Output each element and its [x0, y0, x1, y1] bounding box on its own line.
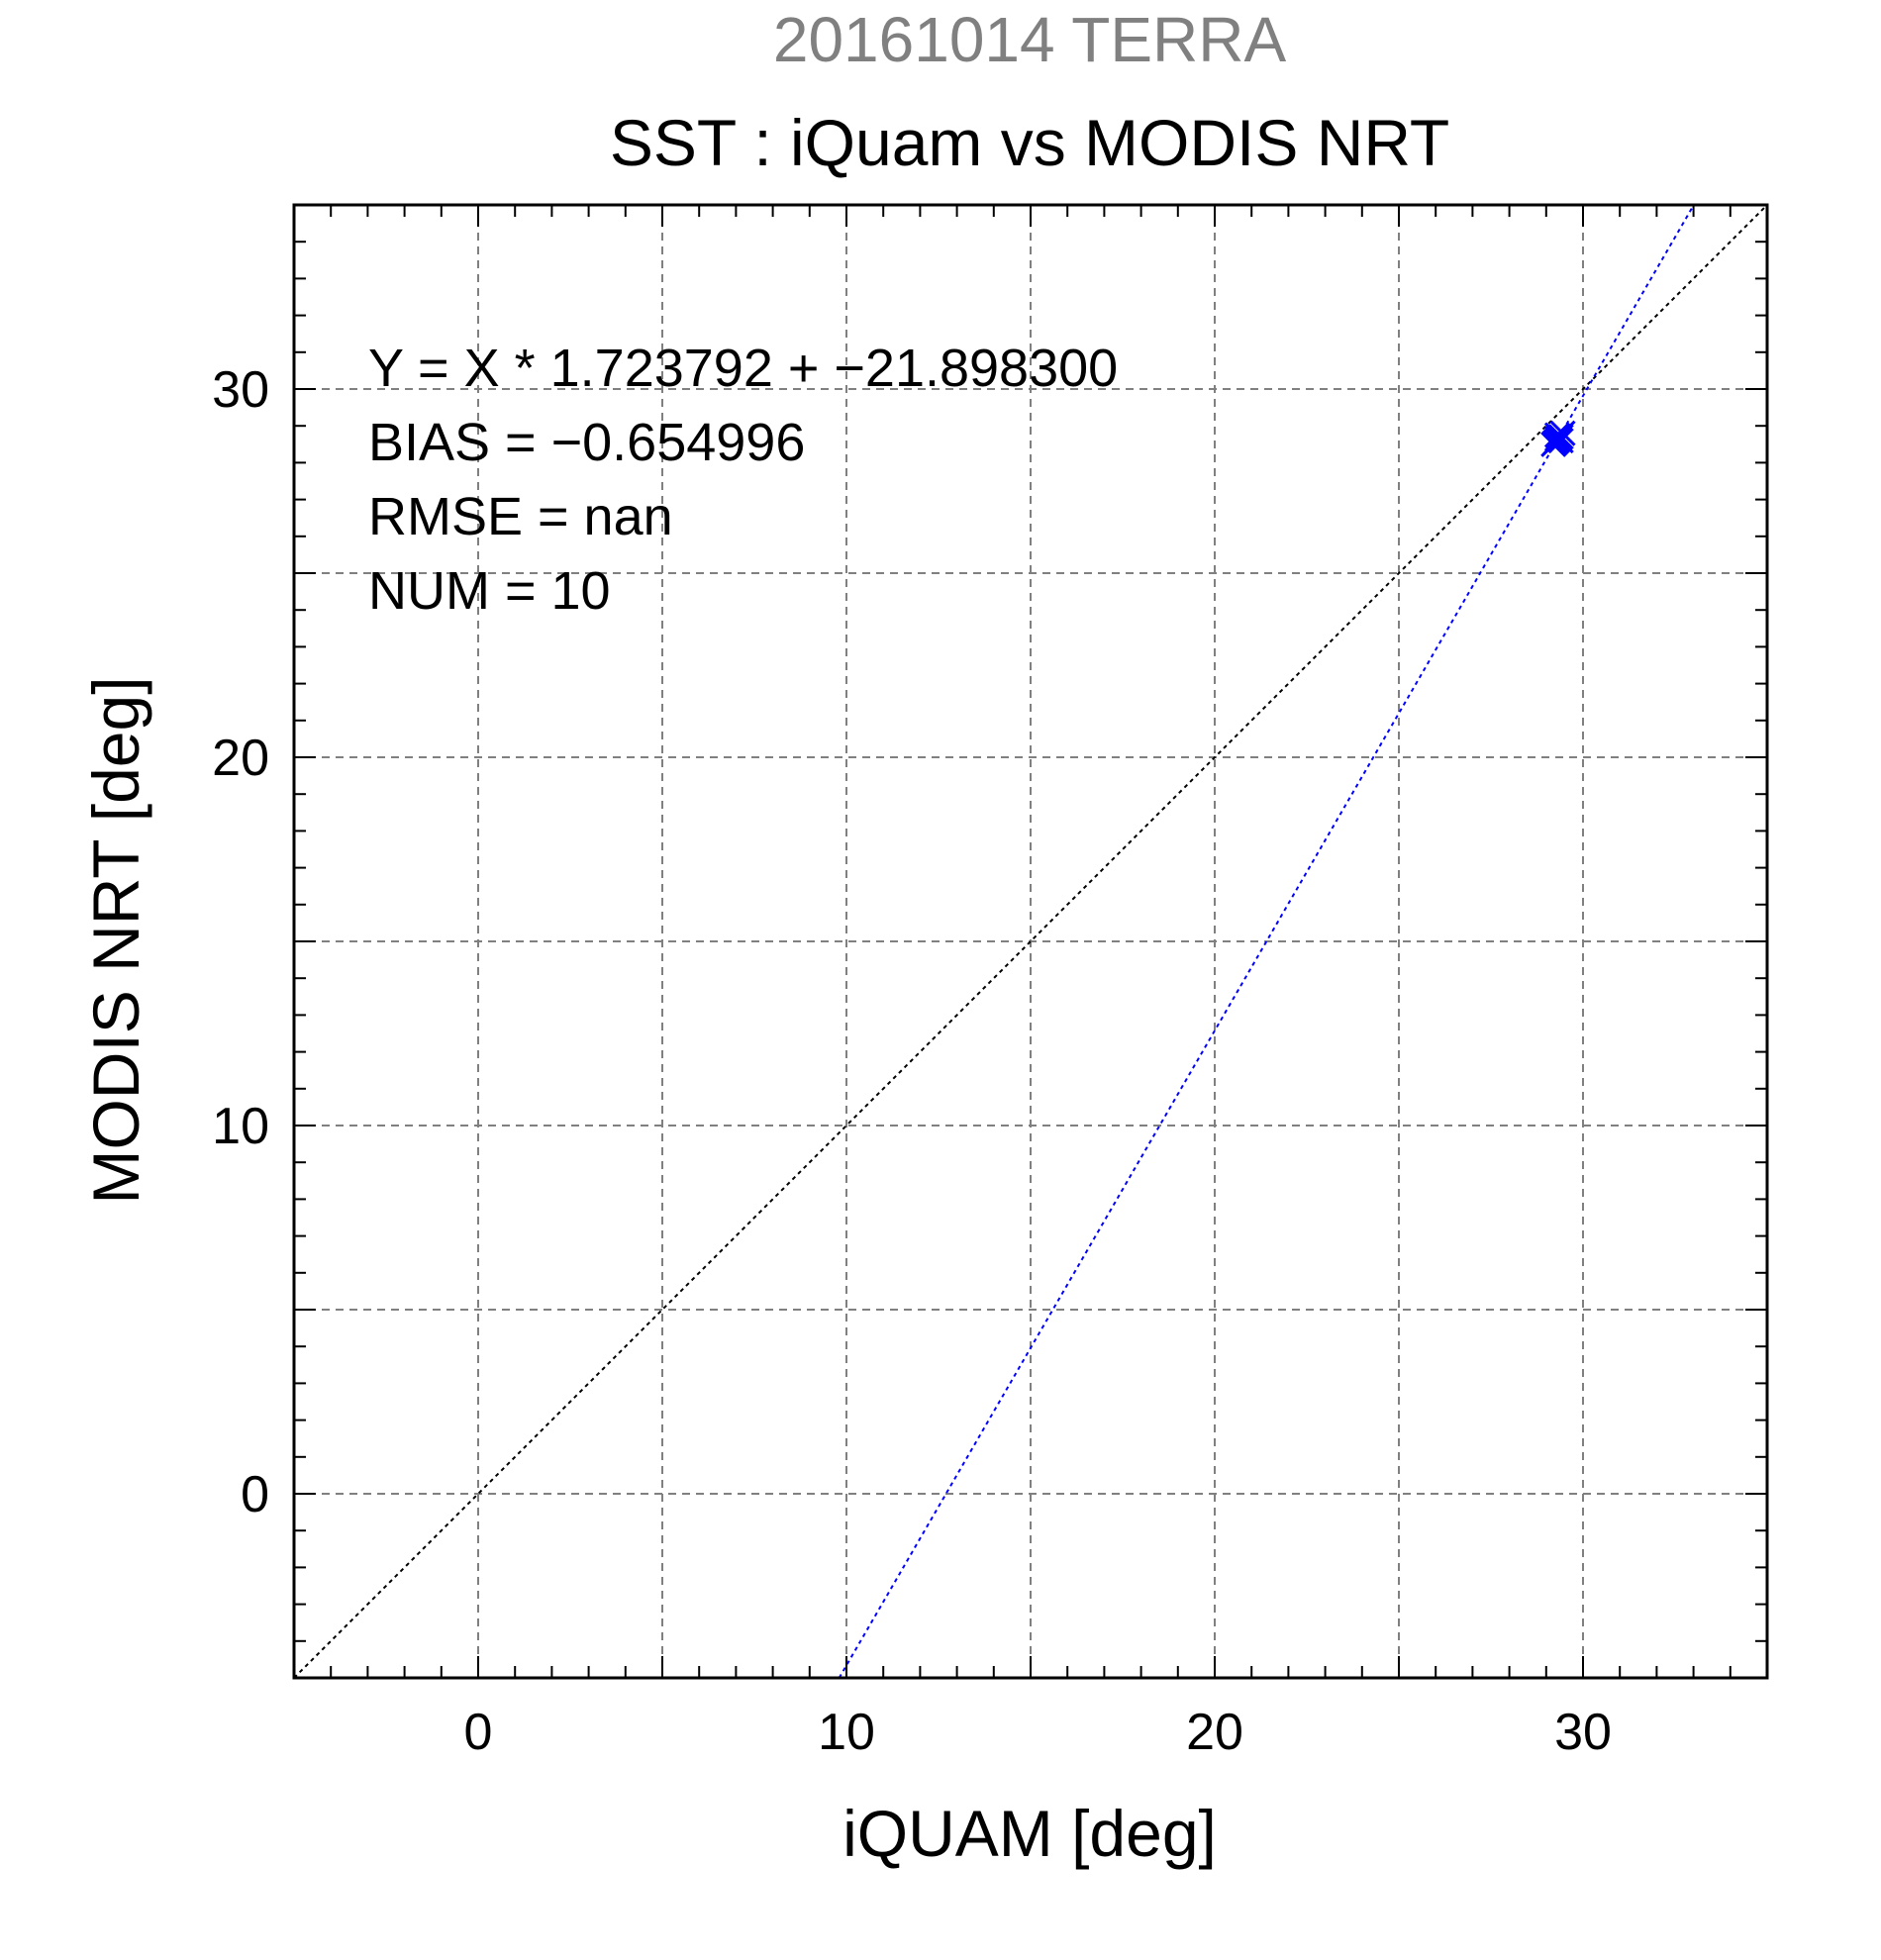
stats-annotations: Y = X * 1.723792 + −21.898300 BIAS = −0.…	[368, 339, 1118, 621]
num-text: NUM = 10	[368, 561, 611, 621]
chart-subtitle: SST : iQuam vs MODIS NRT	[610, 106, 1449, 179]
axis-ticks	[294, 205, 1767, 1678]
x-tick-label: 30	[1554, 1704, 1612, 1761]
grid-lines	[294, 205, 1767, 1678]
y-tick-label: 20	[212, 730, 269, 787]
rmse-text: RMSE = nan	[368, 487, 673, 546]
data-points	[1540, 420, 1576, 457]
bias-text: BIAS = −0.654996	[368, 413, 805, 472]
plot-frame	[292, 203, 1769, 1680]
y-tick-label: 30	[212, 361, 269, 419]
x-tick-labels: 0 10 20 30	[464, 1704, 1612, 1761]
x-tick-label: 0	[464, 1704, 493, 1761]
y-tick-label: 0	[241, 1466, 269, 1523]
x-axis-label: iQUAM [deg]	[842, 1797, 1217, 1870]
chart-title: 20161014 TERRA	[773, 4, 1287, 75]
y-axis-label: MODIS NRT [deg]	[79, 676, 152, 1204]
identity-line	[293, 204, 1768, 1679]
x-tick-label: 10	[818, 1704, 875, 1761]
y-tick-labels: 0 10 20 30	[212, 361, 269, 1523]
fit-equation-text: Y = X * 1.723792 + −21.898300	[368, 339, 1118, 398]
x-tick-label: 20	[1186, 1704, 1243, 1761]
marker-stroke	[1543, 426, 1571, 452]
y-tick-label: 10	[212, 1098, 269, 1155]
scatter-point	[1543, 426, 1571, 452]
